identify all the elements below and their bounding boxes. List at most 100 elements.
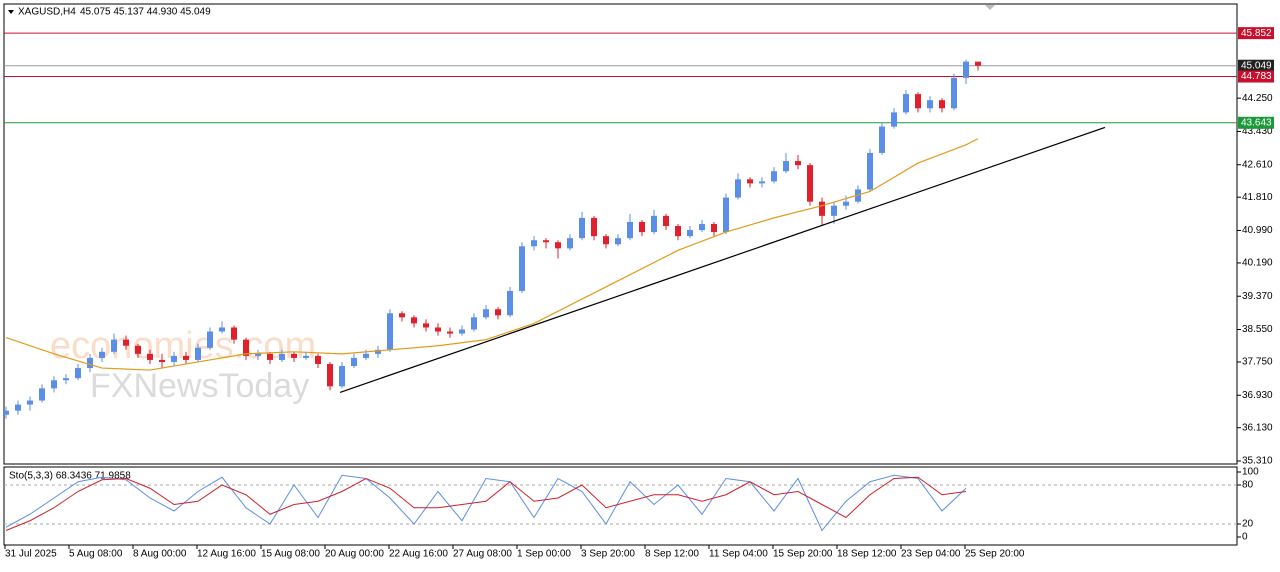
x-tick-label: 31 Jul 2025 [5,549,57,560]
candle-body [51,380,57,389]
price-tag-label: 45.852 [1241,28,1272,39]
y-tick-label: 35.310 [1242,456,1273,467]
candle-body [807,165,813,202]
candle-body [975,61,981,66]
candle-body [903,94,909,113]
candle-body [123,339,129,346]
candle-body [111,339,117,352]
candle-body [339,366,345,387]
candle-body [447,331,453,334]
candle-body [351,357,357,367]
main-panel [3,3,1238,465]
x-tick-label: 25 Sep 20:00 [965,549,1025,560]
candle-body [159,359,165,362]
menu-arrow [8,10,14,14]
candle-body [663,215,669,227]
y-tick-label: 100 [1242,467,1259,478]
candle-body [39,388,45,401]
y-tick-label: 43.430 [1242,126,1273,137]
candle-body [231,327,237,340]
candle-body [183,355,189,360]
candle-body [255,353,261,356]
watermark: FXNewsToday [90,367,309,405]
candle-body [915,94,921,109]
price-tag [1238,70,1274,83]
y-tick-label: 36.130 [1242,422,1273,433]
candle-body [831,205,837,216]
candle-body [279,353,285,360]
symbol: XAGUSD,H4 [18,7,76,18]
candle-body [675,226,681,237]
y-tick-label: 39.370 [1242,291,1273,302]
candle-body [735,179,741,198]
y-tick-label: 0 [1242,532,1248,543]
candle-body [507,290,513,316]
y-tick-label: 40.190 [1242,258,1273,269]
x-tick-label: 20 Aug 00:00 [325,549,384,560]
y-tick-label: 44.250 [1242,93,1273,104]
y-tick-label: 36.930 [1242,390,1273,401]
candle-body [147,353,153,360]
candle-body [75,368,81,379]
candle-body [579,217,585,239]
trendline [339,126,1106,393]
x-tick-label: 8 Sep 12:00 [645,549,699,560]
candle-body [591,217,597,237]
candle-body [471,317,477,330]
candle-body [363,353,369,358]
candle-body [543,240,549,243]
price-tag-label: 43.643 [1241,117,1272,128]
candle-body [639,221,645,233]
x-tick-label: 23 Sep 04:00 [901,549,961,560]
indicator-title: Sto(5,3,3) 68.3436 71.9858 [9,471,131,482]
candle-body [711,223,717,233]
candle-body [3,410,9,415]
candle-body [135,345,141,354]
x-tick-label: 18 Sep 12:00 [837,549,897,560]
candle-body [195,347,201,360]
candle-body [411,317,417,324]
y-tick-label: 20 [1242,519,1254,530]
candle-body [819,201,825,216]
candle-body [747,179,753,184]
x-tick-label: 5 Aug 08:00 [69,549,123,560]
candle-body [651,215,657,233]
candle-body [87,357,93,369]
moving-average [5,138,979,371]
candle-body [699,223,705,231]
stochastic-line [5,476,967,531]
price-tag-label: 44.783 [1241,71,1272,82]
watermark: economies.com [50,325,316,367]
candle-body [867,152,873,190]
candle-body [423,323,429,328]
candle-body [567,238,573,249]
candle-body [723,197,729,233]
candle-body [303,355,309,358]
candle-body [219,327,225,332]
price-tag [1238,116,1274,129]
candle-body [63,378,69,381]
candle-body [963,61,969,78]
y-tick-label: 41.810 [1242,192,1273,203]
y-tick-label: 42.610 [1242,159,1273,170]
x-tick-label: 1 Sep 00:00 [517,549,571,560]
candle-body [327,363,333,387]
price-tag [1238,59,1274,72]
candle-body [399,313,405,318]
candle-body [795,161,801,166]
x-tick-label: 15 Sep 20:00 [773,549,833,560]
candle-body [267,353,273,360]
candle-body [783,161,789,172]
x-tick-label: 12 Aug 16:00 [197,549,256,560]
candle-body [531,240,537,247]
candle-body [99,351,105,358]
candle-body [603,236,609,245]
candle-body [171,355,177,362]
candle-body [939,100,945,109]
candle-body [27,400,33,405]
y-tick-label: 80 [1242,480,1254,491]
x-tick-label: 3 Sep 20:00 [581,549,635,560]
x-tick-label: 27 Aug 08:00 [453,549,512,560]
